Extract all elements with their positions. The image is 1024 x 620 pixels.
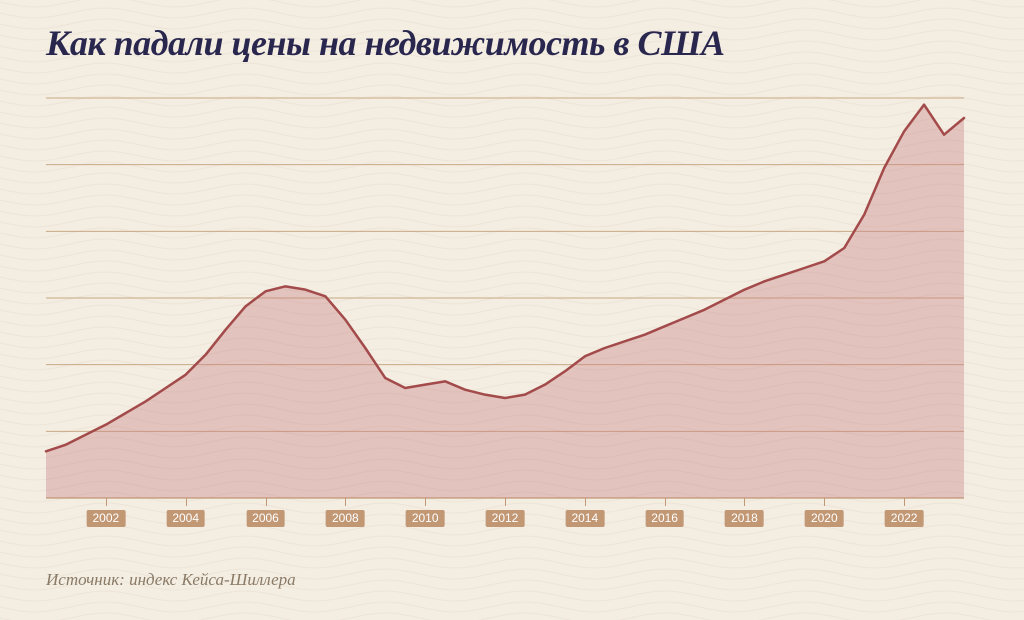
x-axis-label: 2004 bbox=[166, 510, 205, 527]
x-axis-label: 2006 bbox=[246, 510, 285, 527]
x-axis-tick bbox=[824, 498, 825, 506]
x-axis-tick bbox=[186, 498, 187, 506]
x-axis-label: 2012 bbox=[486, 510, 525, 527]
x-axis-tick bbox=[665, 498, 666, 506]
x-axis-tick bbox=[904, 498, 905, 506]
chart-canvas: Как падали цены на недвижимость в США 80… bbox=[0, 0, 1024, 620]
x-axis-tick bbox=[106, 498, 107, 506]
x-axis-tick bbox=[345, 498, 346, 506]
x-axis-tick bbox=[744, 498, 745, 506]
x-axis-label: 2018 bbox=[725, 510, 764, 527]
x-axis-label: 2022 bbox=[885, 510, 924, 527]
x-axis-tick bbox=[266, 498, 267, 506]
area-fill bbox=[46, 105, 964, 498]
chart-source: Источник: индекс Кейса-Шиллера bbox=[46, 570, 296, 590]
x-axis-tick bbox=[505, 498, 506, 506]
plot-area: 8012016020024028032020022004200620082010… bbox=[46, 98, 1024, 548]
x-axis-label: 2014 bbox=[565, 510, 604, 527]
x-axis-label: 2008 bbox=[326, 510, 365, 527]
x-axis-label: 2016 bbox=[645, 510, 684, 527]
x-axis-label: 2010 bbox=[406, 510, 445, 527]
x-axis-tick bbox=[425, 498, 426, 506]
x-axis-label: 2020 bbox=[805, 510, 844, 527]
x-axis-label: 2002 bbox=[87, 510, 126, 527]
chart-title: Как падали цены на недвижимость в США bbox=[46, 22, 725, 64]
x-axis-tick bbox=[585, 498, 586, 506]
plot-svg bbox=[46, 98, 964, 518]
